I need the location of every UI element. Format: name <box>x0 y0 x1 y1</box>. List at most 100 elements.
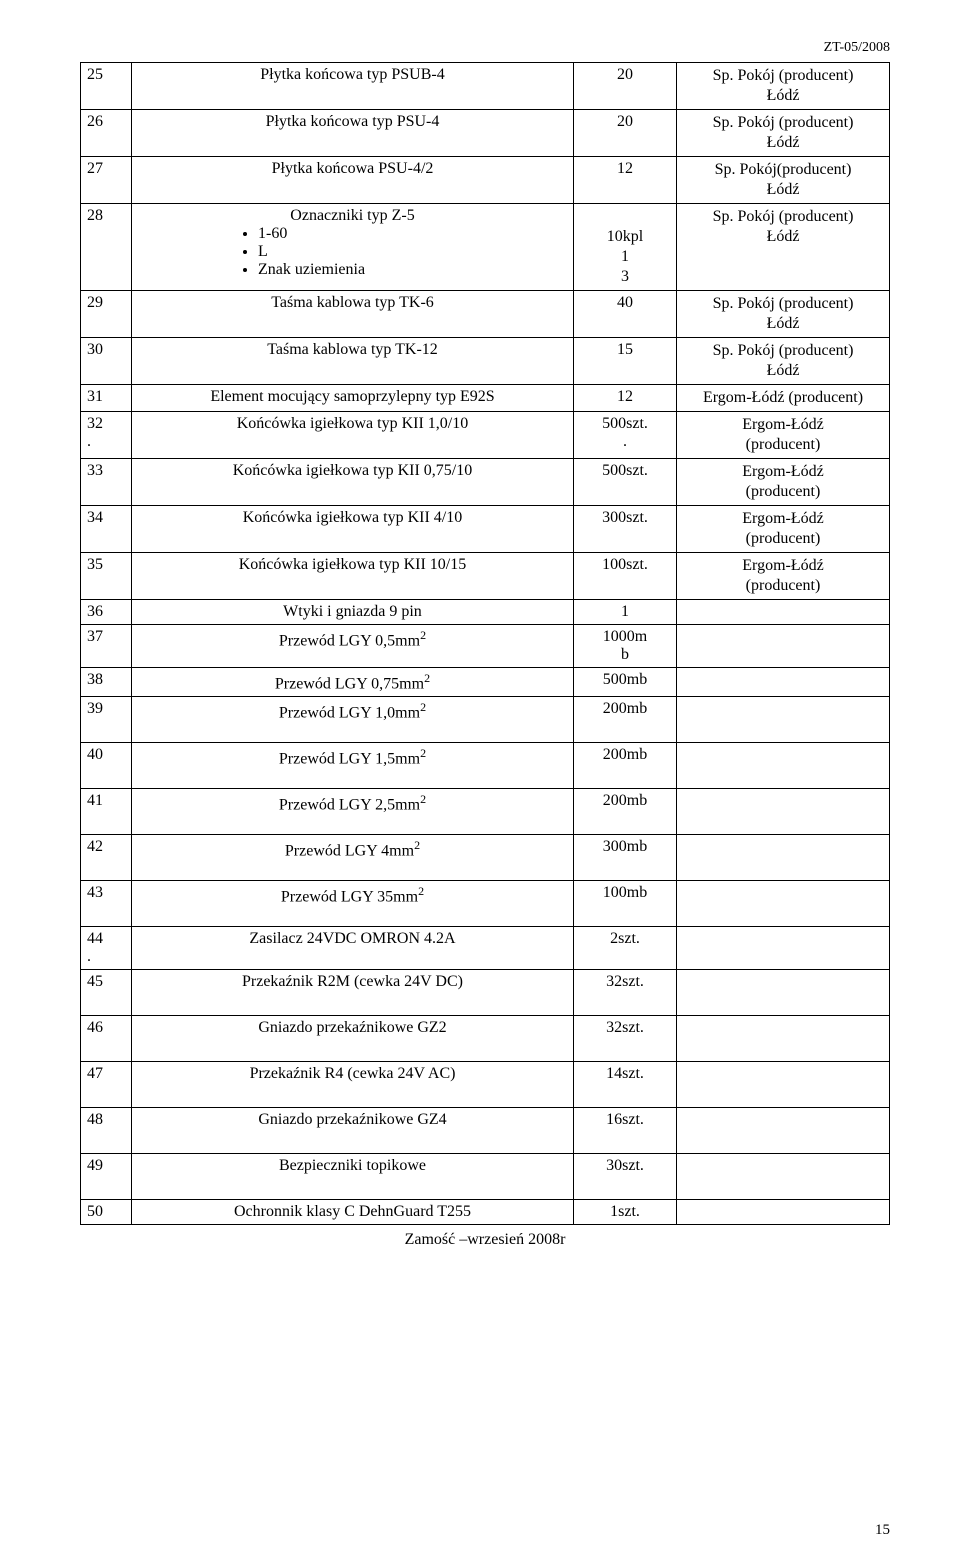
row-quantity: 200mb <box>574 743 677 789</box>
row-description: Ochronnik klasy C DehnGuard T255 <box>132 1200 574 1225</box>
row-supplier <box>677 743 890 789</box>
row-quantity: 20 <box>574 110 677 157</box>
row-description: Przewód LGY 0,5mm2 <box>132 625 574 668</box>
row-quantity: 30szt. <box>574 1154 677 1200</box>
table-row: 42Przewód LGY 4mm2300mb <box>81 835 890 881</box>
row-supplier <box>677 1154 890 1200</box>
table-row: 39Przewód LGY 1,0mm2200mb <box>81 697 890 743</box>
row-quantity: 1000mb <box>574 625 677 668</box>
row-description: Końcówka igiełkowa typ KII 1,0/10 <box>132 412 574 459</box>
table-row: 47Przekaźnik R4 (cewka 24V AC)14szt. <box>81 1062 890 1108</box>
row-description: Oznaczniki typ Z-51-60LZnak uziemienia <box>132 204 574 291</box>
row-quantity: 10kpl13 <box>574 204 677 291</box>
table-row: 28Oznaczniki typ Z-51-60LZnak uziemienia… <box>81 204 890 291</box>
row-description: Przewód LGY 1,0mm2 <box>132 697 574 743</box>
row-quantity: 200mb <box>574 697 677 743</box>
row-number: 39 <box>81 697 132 743</box>
row-supplier <box>677 697 890 743</box>
row-number: 48 <box>81 1108 132 1154</box>
row-supplier: Sp. Pokój (producent)Łódź <box>677 110 890 157</box>
row-description: Przewód LGY 4mm2 <box>132 835 574 881</box>
row-description: Zasilacz 24VDC OMRON 4.2A <box>132 927 574 970</box>
row-number: 38 <box>81 668 132 697</box>
row-number: 34 <box>81 506 132 553</box>
row-description: Gniazdo przekaźnikowe GZ4 <box>132 1108 574 1154</box>
row-description: Taśma kablowa typ TK-6 <box>132 291 574 338</box>
row-quantity: 20 <box>574 63 677 110</box>
row-number: 32. <box>81 412 132 459</box>
table-row: 43Przewód LGY 35mm2100mb <box>81 881 890 927</box>
row-description: Płytka końcowa typ PSU-4 <box>132 110 574 157</box>
table-row: 45Przekaźnik R2M (cewka 24V DC)32szt. <box>81 970 890 1016</box>
row-supplier <box>677 835 890 881</box>
row-description: Element mocujący samoprzylepny typ E92S <box>132 385 574 412</box>
table-row: 29Taśma kablowa typ TK-640Sp. Pokój (pro… <box>81 291 890 338</box>
row-quantity: 32szt. <box>574 1016 677 1062</box>
row-description: Wtyki i gniazda 9 pin <box>132 600 574 625</box>
row-number: 27 <box>81 157 132 204</box>
table-row: 30Taśma kablowa typ TK-1215Sp. Pokój (pr… <box>81 338 890 385</box>
row-supplier <box>677 881 890 927</box>
row-description: Taśma kablowa typ TK-12 <box>132 338 574 385</box>
row-number: 43 <box>81 881 132 927</box>
row-supplier <box>677 789 890 835</box>
row-number: 31 <box>81 385 132 412</box>
row-number: 35 <box>81 553 132 600</box>
table-row: 38Przewód LGY 0,75mm2500mb <box>81 668 890 697</box>
data-table: 25Płytka końcowa typ PSUB-420Sp. Pokój (… <box>80 62 890 1225</box>
row-description: Przewód LGY 1,5mm2 <box>132 743 574 789</box>
row-number: 47 <box>81 1062 132 1108</box>
row-quantity: 15 <box>574 338 677 385</box>
row-quantity: 100mb <box>574 881 677 927</box>
row-number: 49 <box>81 1154 132 1200</box>
row-description: Płytka końcowa PSU-4/2 <box>132 157 574 204</box>
row-quantity: 2szt. <box>574 927 677 970</box>
row-number: 37 <box>81 625 132 668</box>
row-supplier: Ergom-Łódź(producent) <box>677 459 890 506</box>
row-description: Gniazdo przekaźnikowe GZ2 <box>132 1016 574 1062</box>
table-row: 31Element mocujący samoprzylepny typ E92… <box>81 385 890 412</box>
row-supplier <box>677 600 890 625</box>
row-supplier <box>677 1108 890 1154</box>
table-row: 37Przewód LGY 0,5mm21000mb <box>81 625 890 668</box>
row-number: 36 <box>81 600 132 625</box>
row-quantity: 500szt.. <box>574 412 677 459</box>
row-quantity: 12 <box>574 385 677 412</box>
row-supplier: Sp. Pokój (producent)Łódź <box>677 63 890 110</box>
row-number: 40 <box>81 743 132 789</box>
row-description: Przewód LGY 35mm2 <box>132 881 574 927</box>
row-quantity: 40 <box>574 291 677 338</box>
row-number: 41 <box>81 789 132 835</box>
row-number: 44. <box>81 927 132 970</box>
row-supplier <box>677 1062 890 1108</box>
row-number: 50 <box>81 1200 132 1225</box>
row-supplier <box>677 927 890 970</box>
row-supplier <box>677 625 890 668</box>
table-row: 40Przewód LGY 1,5mm2200mb <box>81 743 890 789</box>
row-number: 45 <box>81 970 132 1016</box>
row-description: Bezpieczniki topikowe <box>132 1154 574 1200</box>
row-quantity: 32szt. <box>574 970 677 1016</box>
row-number: 28 <box>81 204 132 291</box>
row-quantity: 16szt. <box>574 1108 677 1154</box>
row-quantity: 200mb <box>574 789 677 835</box>
row-quantity: 100szt. <box>574 553 677 600</box>
table-row: 25Płytka końcowa typ PSUB-420Sp. Pokój (… <box>81 63 890 110</box>
table-row: 49Bezpieczniki topikowe30szt. <box>81 1154 890 1200</box>
row-quantity: 300szt. <box>574 506 677 553</box>
table-row: 48Gniazdo przekaźnikowe GZ416szt. <box>81 1108 890 1154</box>
row-number: 33 <box>81 459 132 506</box>
row-supplier <box>677 1016 890 1062</box>
row-quantity: 1szt. <box>574 1200 677 1225</box>
row-description: Przekaźnik R4 (cewka 24V AC) <box>132 1062 574 1108</box>
row-supplier: Sp. Pokój (producent)Łódź <box>677 204 890 291</box>
row-supplier: Sp. Pokój (producent)Łódź <box>677 291 890 338</box>
footer-text: Zamość –wrzesień 2008r <box>80 1231 890 1249</box>
row-supplier: Ergom-Łódź(producent) <box>677 506 890 553</box>
table-row: 50Ochronnik klasy C DehnGuard T2551szt. <box>81 1200 890 1225</box>
row-number: 25 <box>81 63 132 110</box>
table-row: 33Końcówka igiełkowa typ KII 0,75/10500s… <box>81 459 890 506</box>
row-quantity: 12 <box>574 157 677 204</box>
row-description: Końcówka igiełkowa typ KII 4/10 <box>132 506 574 553</box>
row-description: Przewód LGY 0,75mm2 <box>132 668 574 697</box>
